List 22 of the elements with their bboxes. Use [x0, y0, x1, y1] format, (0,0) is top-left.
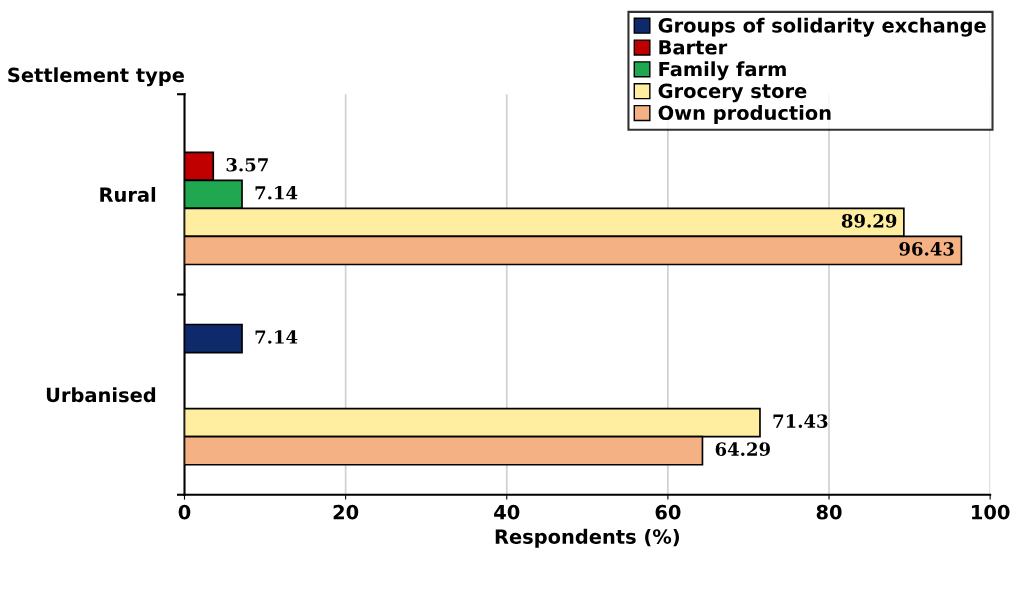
x-tick-label: 100 — [972, 504, 1010, 520]
y-tick-label: Urbanised — [46, 387, 156, 403]
y-tick-label: Rural — [100, 186, 156, 203]
legend-label: Barter — [659, 40, 728, 55]
data-label: 96.43 — [899, 242, 954, 256]
x-tick-label: 60 — [655, 504, 681, 520]
data-label: 71.43 — [773, 414, 828, 428]
legend-label: Groups of solidarity exchange — [658, 17, 986, 37]
legend-label: Own production — [658, 105, 831, 124]
legend-label: Grocery store — [658, 83, 807, 103]
data-label: 7.14 — [255, 330, 298, 344]
data-label: 89.29 — [841, 213, 897, 228]
x-tick-label: 80 — [816, 504, 842, 520]
data-label: 7.14 — [255, 185, 298, 200]
legend-label: Family farm — [659, 61, 786, 81]
data-label: 3.57 — [226, 157, 268, 172]
y-axis-title: Settlement type — [8, 67, 184, 87]
x-axis-title: Respondents (%) — [495, 528, 679, 548]
x-tick-label: 20 — [333, 504, 359, 520]
data-label: 64.29 — [715, 442, 770, 456]
x-tick-label: 40 — [494, 504, 520, 520]
x-tick-label: 0 — [178, 504, 191, 520]
